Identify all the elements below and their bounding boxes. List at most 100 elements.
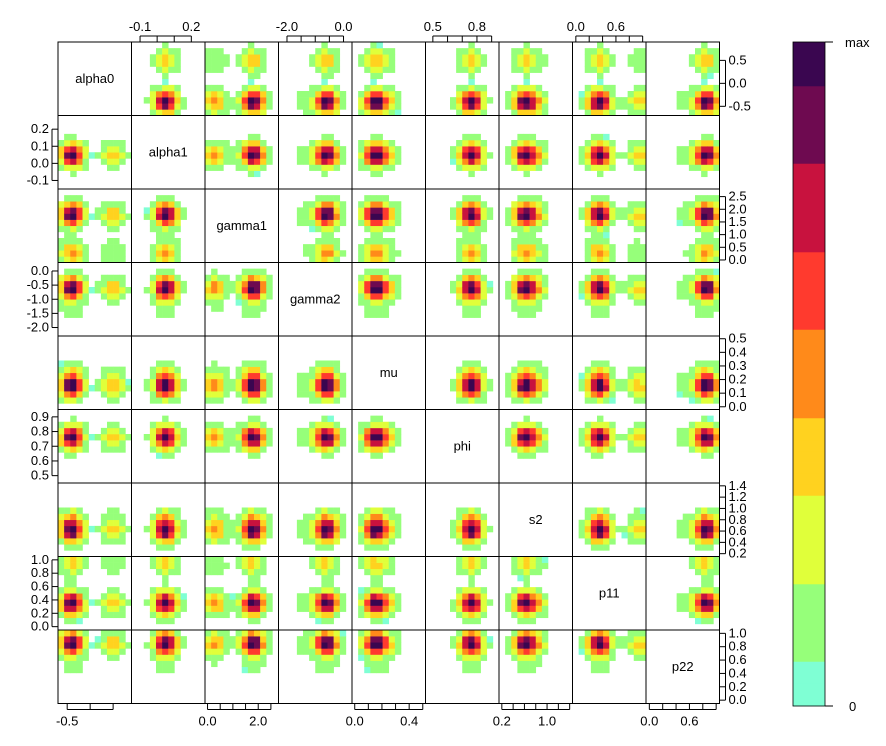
density-cell xyxy=(260,397,267,404)
density-cell xyxy=(474,538,481,545)
colorbar-swatch xyxy=(793,97,825,109)
density-cell xyxy=(76,397,83,404)
density-cell xyxy=(174,611,181,619)
density-cell xyxy=(303,103,310,110)
density-cell xyxy=(64,305,71,312)
density-cell xyxy=(180,532,187,539)
density-cell xyxy=(309,91,316,98)
tick-label: 0.5 xyxy=(729,331,747,346)
density-cell xyxy=(333,378,341,386)
tick-label: 0.0 xyxy=(31,619,49,634)
density-cell xyxy=(590,452,598,459)
density-cell xyxy=(627,532,635,539)
density-cell xyxy=(174,630,181,637)
density-cell xyxy=(462,593,469,600)
density-cell xyxy=(523,152,530,159)
density-cell xyxy=(713,287,720,294)
density-cell xyxy=(701,225,708,233)
density-cell xyxy=(468,599,475,606)
density-cell xyxy=(217,91,224,98)
colorbar-swatch xyxy=(793,296,825,308)
diagonal-label-alpha0: alpha0 xyxy=(75,71,114,86)
density-cell xyxy=(254,556,261,563)
density-cell xyxy=(162,654,169,661)
density-cell xyxy=(695,91,702,98)
density-cell xyxy=(382,48,390,55)
density-cell xyxy=(603,630,610,637)
density-cell xyxy=(695,48,702,55)
tick-label: 0.0 xyxy=(729,692,747,707)
density-cell xyxy=(474,372,481,380)
density-cell xyxy=(474,305,481,312)
density-cell xyxy=(70,556,77,563)
density-cell xyxy=(70,642,77,649)
density-cell xyxy=(168,562,175,570)
density-cell xyxy=(82,146,89,153)
density-cell xyxy=(70,507,77,514)
density-cell xyxy=(119,274,126,282)
density-cell xyxy=(247,666,255,674)
density-cell xyxy=(229,287,236,294)
density-cell xyxy=(621,280,628,288)
density-cell xyxy=(113,427,120,435)
density-cell xyxy=(480,648,488,655)
density-cell xyxy=(174,213,181,220)
density-cell xyxy=(217,397,224,404)
density-cell xyxy=(266,519,273,527)
density-cell xyxy=(523,238,530,245)
density-cell xyxy=(382,244,390,251)
density-cell xyxy=(266,605,273,612)
density-cell xyxy=(474,195,481,202)
density-cell xyxy=(701,54,708,61)
density-cell xyxy=(235,280,243,288)
density-cell xyxy=(523,146,530,153)
density-cell xyxy=(701,274,708,282)
density-cell xyxy=(254,636,261,643)
density-cell xyxy=(76,562,83,570)
density-cell xyxy=(676,287,684,294)
density-cell xyxy=(597,91,604,98)
density-cell xyxy=(321,201,328,208)
density-cell xyxy=(376,587,383,594)
density-cell xyxy=(621,103,628,110)
density-cell xyxy=(254,427,261,435)
density-cell xyxy=(701,231,708,239)
density-cell xyxy=(517,146,524,153)
density-cell xyxy=(597,519,604,527)
density-cell xyxy=(382,525,390,533)
density-cell xyxy=(701,97,708,104)
colorbar-swatch xyxy=(793,506,825,519)
density-cell xyxy=(382,268,390,276)
density-cell xyxy=(168,617,175,625)
density-cell xyxy=(211,654,218,661)
density-cell xyxy=(639,84,647,92)
density-cell xyxy=(584,158,592,165)
density-cell xyxy=(309,599,316,606)
density-cell xyxy=(584,213,592,220)
density-cell xyxy=(107,421,114,429)
density-cell xyxy=(358,250,365,257)
density-cell xyxy=(113,446,120,453)
density-cell xyxy=(639,507,647,514)
density-cell xyxy=(529,648,537,655)
density-cell xyxy=(315,66,322,73)
density-cell xyxy=(149,427,157,435)
density-cell xyxy=(162,250,169,257)
density-cell xyxy=(462,648,469,655)
density-cell xyxy=(370,207,377,214)
density-cell xyxy=(609,366,616,374)
density-cell xyxy=(713,109,720,116)
density-cell xyxy=(247,97,255,104)
density-cell xyxy=(609,642,616,649)
density-cell xyxy=(211,378,218,386)
density-cell xyxy=(633,434,641,441)
density-cell xyxy=(58,636,65,643)
density-cell xyxy=(450,385,457,392)
density-cell xyxy=(695,219,702,227)
density-cell xyxy=(701,360,708,367)
density-cell xyxy=(388,219,396,227)
tick-label: 1.2 xyxy=(729,489,747,504)
density-cell xyxy=(535,60,543,67)
density-cell xyxy=(382,587,390,594)
density-cell xyxy=(370,170,377,178)
